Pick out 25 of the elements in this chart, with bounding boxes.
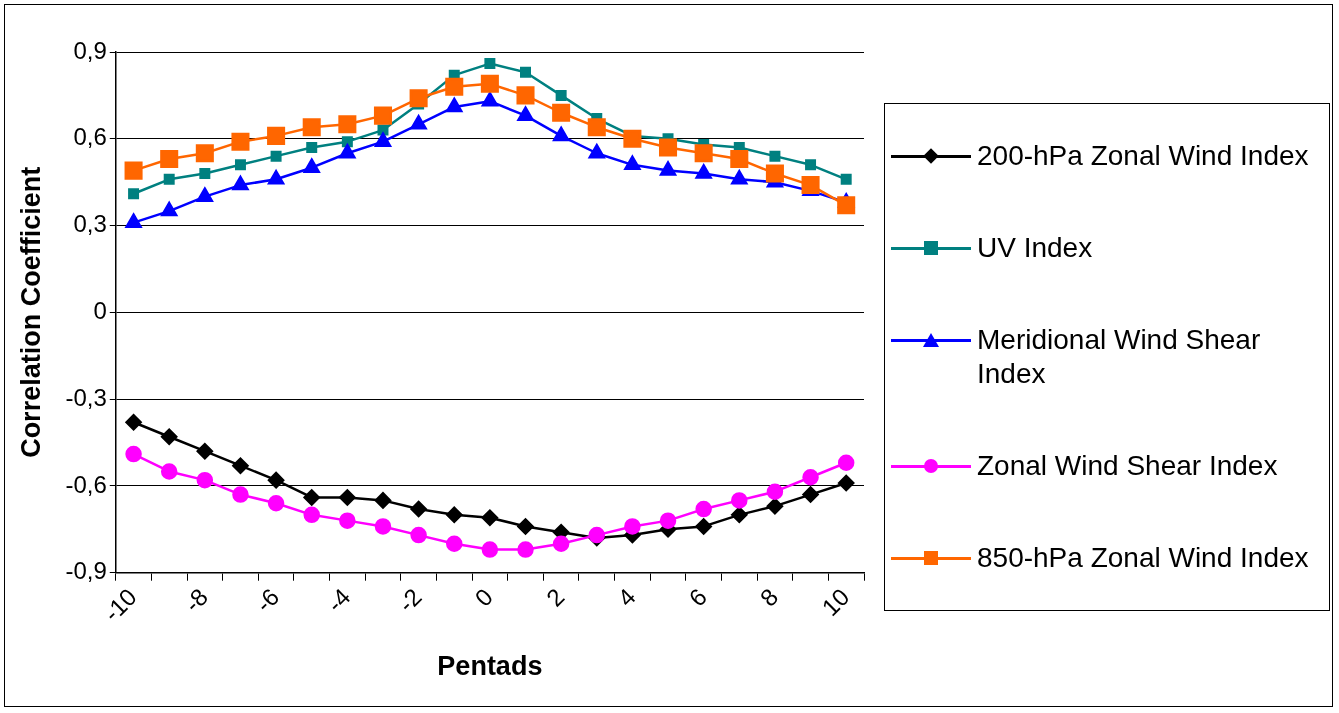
legend-label: Meridional Wind Shear Index bbox=[977, 323, 1262, 391]
x-tick-label: -8 bbox=[178, 583, 214, 618]
x-tick-label: -6 bbox=[250, 583, 285, 618]
x-tick-label: -4 bbox=[321, 583, 356, 618]
x-tick-label: 4 bbox=[612, 583, 641, 612]
legend-label: 850-hPa Zonal Wind Index bbox=[977, 541, 1309, 575]
y-tick-label: 0 bbox=[93, 296, 107, 324]
x-tick-label: 8 bbox=[754, 583, 784, 612]
y-tick-label: 0,6 bbox=[73, 123, 107, 151]
y-tick-label: 0,3 bbox=[73, 210, 107, 238]
x-tick-label: 10 bbox=[816, 583, 855, 621]
x-tick-label: 2 bbox=[540, 583, 570, 612]
x-tick-label: -2 bbox=[392, 583, 427, 618]
x-tick-label: 0 bbox=[469, 583, 499, 612]
y-tick-label: -0,6 bbox=[65, 470, 107, 498]
legend-label: 200-hPa Zonal Wind Index bbox=[977, 139, 1309, 173]
x-tick-label: 6 bbox=[683, 583, 712, 612]
y-tick-label: 0,9 bbox=[73, 36, 107, 64]
x-tick-label: -10 bbox=[98, 583, 142, 627]
y-axis-title: Correlation Coefficient bbox=[15, 166, 46, 458]
x-axis-title: Pentads bbox=[437, 651, 543, 682]
legend-label: Zonal Wind Shear Index bbox=[977, 449, 1278, 483]
legend-label: UV Index bbox=[977, 231, 1093, 265]
y-tick-label: -0,9 bbox=[65, 557, 107, 585]
y-tick-label: -0,3 bbox=[65, 383, 107, 411]
